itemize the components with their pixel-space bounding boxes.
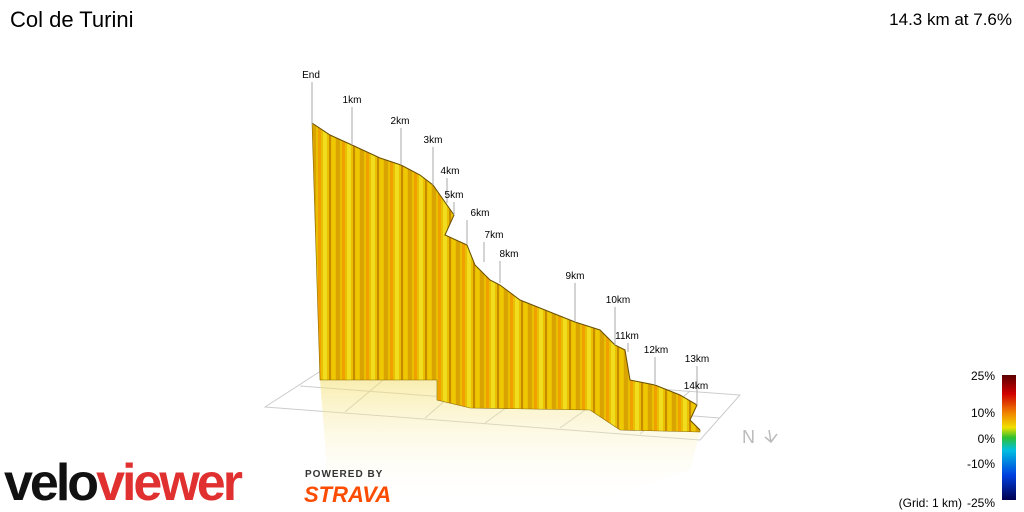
km-markers: End 1km 2km 3km 4km 5km 6km 7km 8km 9km 10km 11km 12… — [302, 70, 709, 405]
logo-viewer: viewer — [96, 454, 243, 512]
scale-label: -10% — [967, 457, 995, 471]
title: Col de Turini — [10, 7, 134, 32]
marker-label: 8km — [500, 249, 519, 260]
marker-label: 2km — [391, 116, 410, 127]
marker-label: 5km — [445, 190, 464, 201]
powered-by: POWERED BY — [305, 469, 383, 480]
marker-label: 10km — [606, 295, 630, 306]
logo: veloviewer — [4, 454, 243, 512]
grid-note: (Grid: 1 km) — [899, 496, 962, 510]
marker-label: 3km — [424, 135, 443, 146]
scale-label: 25% — [971, 369, 995, 383]
marker-label: 11km — [615, 331, 639, 342]
marker-label: 7km — [485, 230, 504, 241]
profile-reflection — [320, 380, 700, 505]
scale-label: 0% — [978, 432, 996, 446]
marker-label: 13km — [685, 354, 709, 365]
marker-label: 1km — [343, 95, 362, 106]
summary: 14.3 km at 7.6% — [889, 10, 1012, 29]
compass: N — [742, 427, 755, 447]
marker-label: 9km — [566, 271, 585, 282]
scale-label: -25% — [967, 496, 995, 510]
compass-arrow — [764, 429, 778, 444]
marker-label: 6km — [471, 208, 490, 219]
strava: STRAVA — [304, 482, 391, 507]
gradient-scale-bar — [1002, 375, 1016, 500]
marker-label: End — [302, 70, 320, 81]
marker-label: 14km — [684, 381, 708, 392]
marker-label: 12km — [644, 345, 668, 356]
logo-velo: velo — [4, 454, 97, 512]
scale-label: 10% — [971, 406, 995, 420]
profile-ridge — [311, 122, 701, 431]
marker-label: 4km — [441, 166, 460, 177]
gradient-scale-labels: 25% 10% 0% -10% -25% — [967, 369, 995, 510]
